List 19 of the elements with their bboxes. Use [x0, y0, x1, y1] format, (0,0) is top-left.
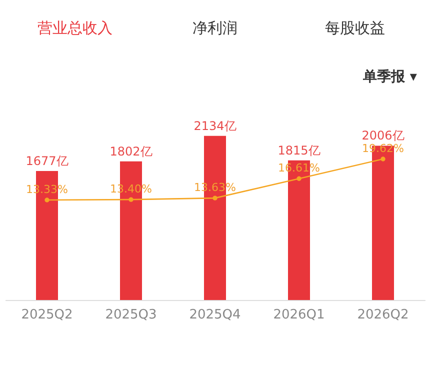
x-tick-label: 2026Q1: [273, 308, 325, 322]
point: [128, 197, 134, 202]
annotation: 营业总收入: [38, 19, 112, 37]
data-label: 1677亿: [26, 154, 68, 168]
point: [44, 198, 50, 202]
point: [380, 156, 386, 162]
point: [296, 176, 302, 181]
data-label: 2134亿: [194, 118, 236, 133]
x-tick-label: 2025Q4: [189, 308, 241, 322]
x-tick-label: 2025Q2: [21, 308, 73, 322]
annotation: 单季报 ▾: [362, 68, 417, 85]
data-label: 1815亿: [278, 143, 320, 158]
data-label: 1802亿: [110, 144, 152, 158]
x-tick-label: 2026Q2: [357, 308, 409, 322]
data-label: 2006亿: [362, 128, 404, 143]
x-tick-label: 2025Q3: [105, 308, 157, 322]
annotation: 每股收益: [325, 19, 385, 37]
point: [212, 196, 218, 200]
annotation: 净利润: [192, 19, 238, 37]
